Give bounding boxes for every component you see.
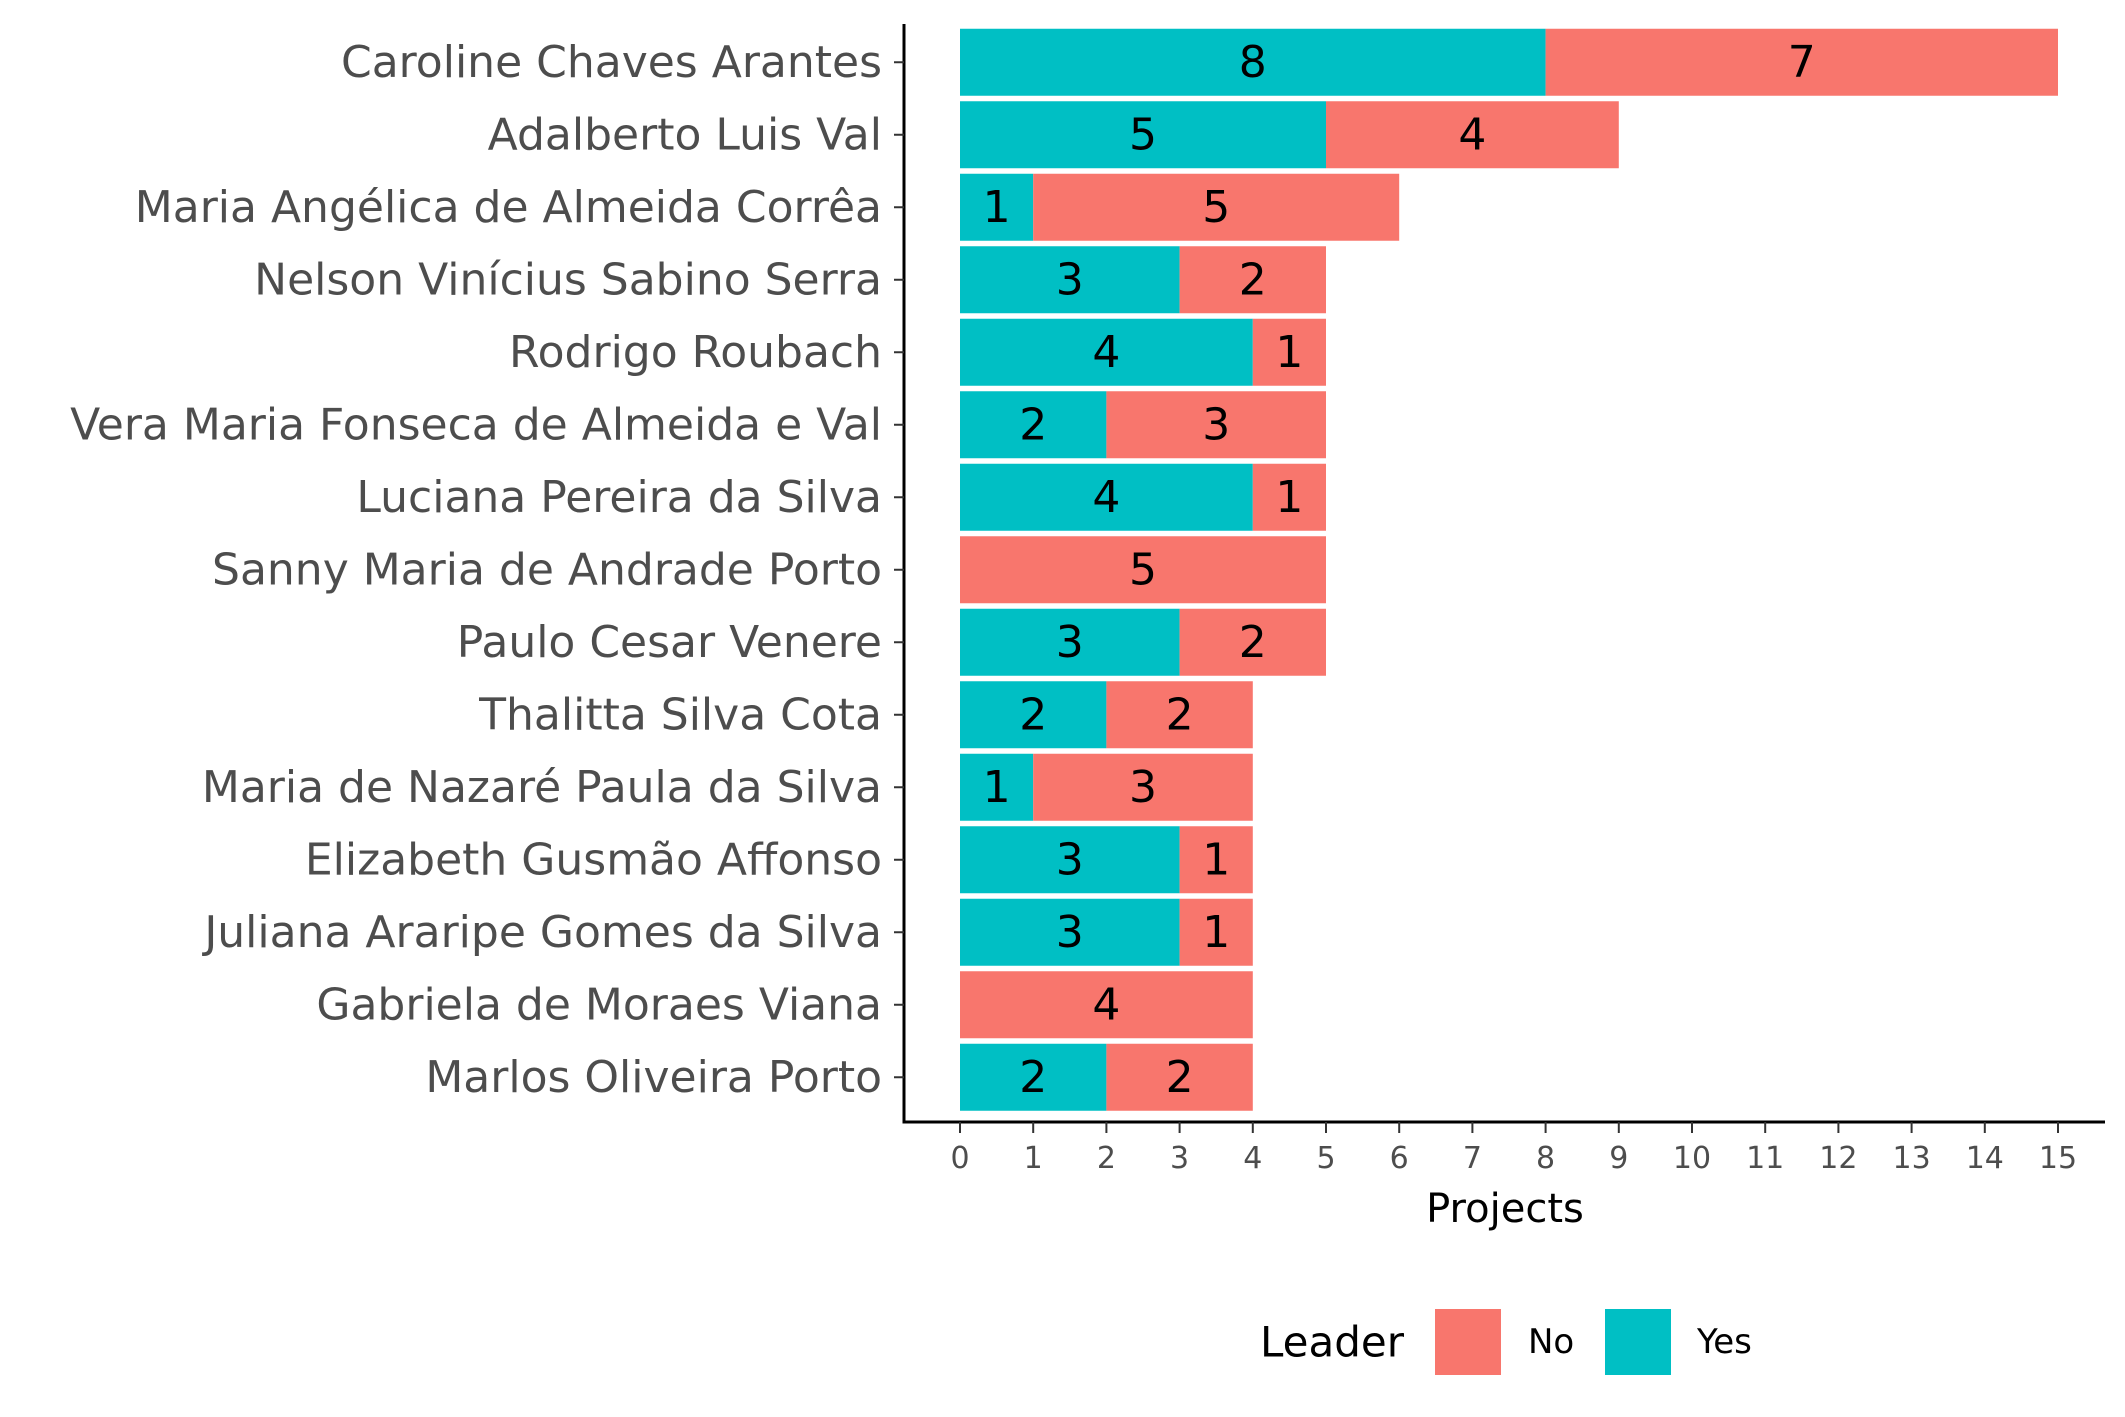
category-label: Sanny Maria de Andrade Porto (212, 544, 882, 595)
data-label: 2 (1239, 254, 1267, 305)
x-tick-label: 2 (1097, 1141, 1116, 1176)
legend-label-no: No (1528, 1322, 1574, 1362)
data-label: 3 (1129, 762, 1157, 813)
x-tick-label: 8 (1536, 1141, 1555, 1176)
bar-segment-no (1326, 101, 1619, 169)
bar-segment-yes (960, 463, 1253, 531)
data-label: 4 (1458, 109, 1486, 160)
data-label: 3 (1056, 834, 1084, 885)
bar-segment-no (1106, 681, 1253, 749)
bar-segment-no (1033, 173, 1400, 241)
category-label: Nelson Vinícius Sabino Serra (254, 254, 882, 305)
bar-segment-no (1106, 1043, 1253, 1111)
bar-segment-yes (960, 826, 1180, 894)
bar-segment-yes (960, 391, 1107, 459)
category-label: Gabriela de Moraes Viana (316, 979, 882, 1030)
bar-segment-yes (960, 898, 1180, 966)
bar-segment-yes (960, 608, 1180, 676)
data-label: 3 (1202, 399, 1230, 450)
x-tick-label: 15 (2039, 1141, 2077, 1176)
bar-segment-yes (960, 101, 1326, 169)
x-axis-title: Projects (1426, 1186, 1584, 1232)
category-label: Maria de Nazaré Paula da Silva (202, 762, 882, 813)
data-label: 4 (1092, 979, 1120, 1030)
x-tick-label: 13 (1893, 1141, 1931, 1176)
data-label: 4 (1092, 327, 1120, 378)
data-label: 1 (1202, 907, 1230, 958)
data-label: 1 (1275, 327, 1303, 378)
data-label: 2 (1019, 399, 1047, 450)
bar-segment-no (1179, 898, 1253, 966)
bar-segment-yes (960, 1043, 1107, 1111)
data-label: 3 (1056, 617, 1084, 668)
category-label: Paulo Cesar Venere (457, 617, 882, 668)
bar-segment-yes (960, 318, 1253, 386)
bar-segment-no (1179, 826, 1253, 894)
data-label: 2 (1239, 617, 1267, 668)
x-tick-label: 14 (1966, 1141, 2004, 1176)
y-axis: Caroline Chaves Arantes Adalberto Luis Va… (70, 24, 906, 1123)
category-label: Caroline Chaves Arantes (341, 37, 882, 88)
category-label: Rodrigo Roubach (509, 327, 882, 378)
bar-segment-no (1179, 608, 1326, 676)
legend-key-yes (1605, 1309, 1671, 1375)
x-tick-label: 9 (1609, 1141, 1628, 1176)
x-tick-label: 11 (1746, 1141, 1784, 1176)
data-label: 5 (1129, 544, 1157, 595)
bar-segment-yes (960, 173, 1034, 241)
category-label: Adalberto Luis Val (488, 109, 882, 160)
data-label: 8 (1239, 37, 1267, 88)
legend: Leader No Yes (1260, 1309, 1752, 1375)
bar-segment-no (1252, 318, 1326, 386)
data-label: 4 (1092, 472, 1120, 523)
legend-title: Leader (1260, 1318, 1405, 1367)
data-label: 2 (1166, 1052, 1194, 1103)
x-tick-label: 10 (1673, 1141, 1711, 1176)
x-tick-label: 7 (1463, 1141, 1482, 1176)
bar-segment-no (1179, 246, 1326, 314)
x-tick-label: 12 (1819, 1141, 1857, 1176)
legend-label-yes: Yes (1696, 1322, 1752, 1362)
data-label: 5 (1202, 182, 1230, 233)
bar-segment-yes (960, 28, 1546, 96)
data-label: 3 (1056, 254, 1084, 305)
x-tick-label: 1 (1024, 1141, 1043, 1176)
x-tick-label: 0 (950, 1141, 969, 1176)
bar-segment-no (1033, 753, 1253, 821)
bar-segment-no (1252, 463, 1326, 531)
data-label: 2 (1019, 689, 1047, 740)
category-label: Juliana Araripe Gomes da Silva (201, 907, 882, 958)
category-label: Elizabeth Gusmão Affonso (305, 834, 882, 885)
bar-segment-no (960, 536, 1326, 604)
data-label: 2 (1019, 1052, 1047, 1103)
data-label: 7 (1788, 37, 1816, 88)
category-label: Thalitta Silva Cota (478, 689, 882, 740)
data-label: 1 (1202, 834, 1230, 885)
data-label: 1 (983, 182, 1011, 233)
x-axis: 0 1 2 3 4 5 6 7 8 9 10 11 12 13 14 15 (902, 1120, 2105, 1176)
bar-segment-yes (960, 681, 1107, 749)
data-label: 5 (1129, 109, 1157, 160)
bar-segment-yes (960, 753, 1034, 821)
bars-layer (960, 28, 2058, 1111)
bar-segment-no (960, 971, 1253, 1039)
x-tick-label: 5 (1316, 1141, 1335, 1176)
data-label: 2 (1166, 689, 1194, 740)
legend-key-no (1435, 1309, 1501, 1375)
bar-labels-layer: 8 75 41 53 24 12 34 153 22 21 33 13 142 2 (983, 37, 1816, 1103)
x-tick-label: 4 (1243, 1141, 1262, 1176)
bar-segment-no (1545, 28, 2058, 96)
category-label: Vera Maria Fonseca de Almeida e Val (70, 399, 882, 450)
category-label: Luciana Pereira da Silva (356, 472, 882, 523)
category-label: Maria Angélica de Almeida Corrêa (135, 182, 882, 233)
category-label: Marlos Oliveira Porto (425, 1052, 882, 1103)
bar-segment-no (1106, 391, 1326, 459)
data-label: 3 (1056, 907, 1084, 958)
x-tick-label: 6 (1390, 1141, 1409, 1176)
data-label: 1 (1275, 472, 1303, 523)
data-label: 1 (983, 762, 1011, 813)
x-tick-label: 3 (1170, 1141, 1189, 1176)
bar-segment-yes (960, 246, 1180, 314)
